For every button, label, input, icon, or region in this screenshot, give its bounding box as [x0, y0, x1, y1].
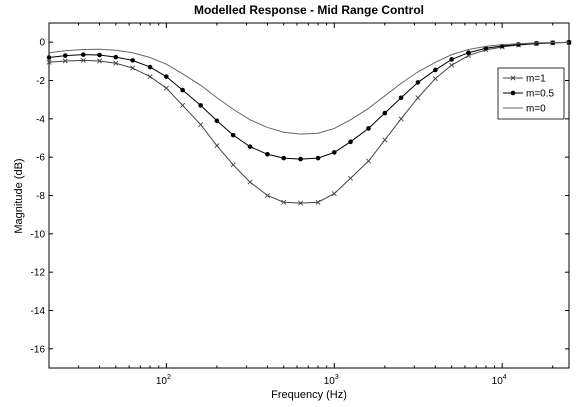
data-point-marker: [510, 90, 516, 96]
y-tick-label: -10: [31, 229, 46, 240]
series-m=1: [46, 40, 572, 206]
legend-label: m=0.5: [526, 89, 555, 100]
y-tick-label: -4: [36, 114, 45, 125]
data-point-marker: [348, 139, 353, 145]
x-axis: 102 103 104: [48, 23, 554, 387]
y-tick-label: 0: [39, 38, 45, 49]
data-point-marker: [348, 175, 354, 181]
y-tick-label: -8: [36, 191, 45, 202]
data-point-marker: [415, 80, 421, 85]
data-point-marker: [62, 58, 68, 64]
data-point-marker: [366, 126, 371, 131]
series-m=0: [48, 41, 570, 135]
x-tick-label: 103: [324, 374, 339, 387]
data-point-marker: [247, 179, 253, 185]
data-point-marker: [331, 150, 337, 155]
data-point-marker: [214, 143, 220, 149]
x-tick-label: 104: [492, 374, 507, 387]
data-point-marker: [398, 95, 404, 101]
data-point-marker: [130, 65, 136, 71]
data-point-marker: [230, 132, 236, 138]
data-point-marker: [97, 58, 103, 64]
plot-area: [48, 22, 570, 369]
data-point-marker: [180, 87, 185, 93]
data-point-marker: [382, 110, 388, 116]
x-tick-label-base: 10: [156, 376, 168, 387]
data-point-marker: [315, 155, 321, 161]
x-tick-label-exponent: 2: [167, 374, 171, 381]
data-point-marker: [510, 75, 516, 81]
data-point-marker: [298, 200, 304, 206]
y-tick-label: -12: [31, 268, 46, 279]
data-point-marker: [164, 74, 169, 79]
x-axis-label: Frequency (Hz): [271, 389, 347, 401]
x-tick-label-base: 10: [492, 376, 504, 387]
data-point-marker: [180, 102, 186, 108]
data-point-marker: [113, 60, 119, 66]
y-tick-label: -16: [31, 344, 46, 355]
x-tick-label-exponent: 3: [335, 374, 339, 381]
data-point-marker: [398, 116, 404, 122]
data-point-marker: [449, 62, 455, 68]
y-tick-label: -6: [36, 153, 45, 164]
data-point-marker: [415, 95, 421, 101]
series-m=0.5: [46, 40, 572, 162]
data-point-marker: [281, 155, 287, 161]
data-point-marker: [198, 103, 203, 108]
data-point-marker: [516, 42, 521, 47]
legend-entry: m=1: [503, 74, 546, 85]
data-point-marker: [163, 85, 169, 91]
y-tick-label: -14: [31, 306, 46, 317]
data-point-marker: [432, 76, 438, 82]
chart-title: Modelled Response - Mid Range Control: [194, 3, 424, 17]
data-point-marker: [298, 156, 303, 162]
data-point-marker: [264, 192, 270, 199]
series-layer: [46, 40, 572, 206]
data-point-marker: [230, 162, 236, 168]
data-point-marker: [265, 151, 270, 157]
legend: m=1 m=0.5 m=0: [497, 67, 565, 120]
data-point-marker: [247, 144, 253, 149]
data-point-marker: [97, 52, 102, 58]
series-line: [48, 41, 570, 135]
data-point-marker: [433, 67, 438, 73]
data-point-marker: [281, 199, 287, 205]
data-point-marker: [147, 64, 153, 70]
legend-entry: m=0: [503, 104, 546, 115]
legend-label: m=1: [526, 74, 546, 85]
data-point-marker: [466, 50, 471, 56]
data-point-marker: [62, 53, 68, 58]
data-point-marker: [46, 55, 52, 60]
legend-label: m=0: [526, 104, 546, 115]
data-point-marker: [382, 137, 388, 143]
data-point-marker: [366, 158, 372, 164]
data-point-marker: [147, 74, 153, 80]
data-point-marker: [483, 46, 489, 51]
y-axis: 0 -2 -4 -6 -8 -10 -12 -14 -16: [31, 38, 569, 355]
data-point-marker: [80, 52, 86, 57]
x-tick-label-base: 10: [324, 376, 336, 387]
data-point-marker: [331, 191, 337, 197]
data-point-marker: [315, 199, 321, 205]
series-line: [48, 41, 570, 160]
legend-entry: m=0.5: [503, 89, 555, 100]
series-line: [48, 42, 570, 204]
data-point-marker: [449, 57, 454, 62]
data-point-marker: [198, 122, 204, 128]
x-tick-label: 102: [156, 374, 171, 387]
data-point-marker: [214, 118, 220, 124]
data-point-marker: [130, 58, 135, 63]
data-point-marker: [566, 40, 572, 45]
x-tick-label-exponent: 4: [503, 374, 507, 381]
data-point-marker: [80, 57, 86, 63]
y-axis-label: Magnitude (dB): [13, 158, 25, 233]
data-point-marker: [46, 59, 52, 65]
data-point-marker: [113, 54, 119, 60]
y-tick-label: -2: [36, 76, 45, 87]
